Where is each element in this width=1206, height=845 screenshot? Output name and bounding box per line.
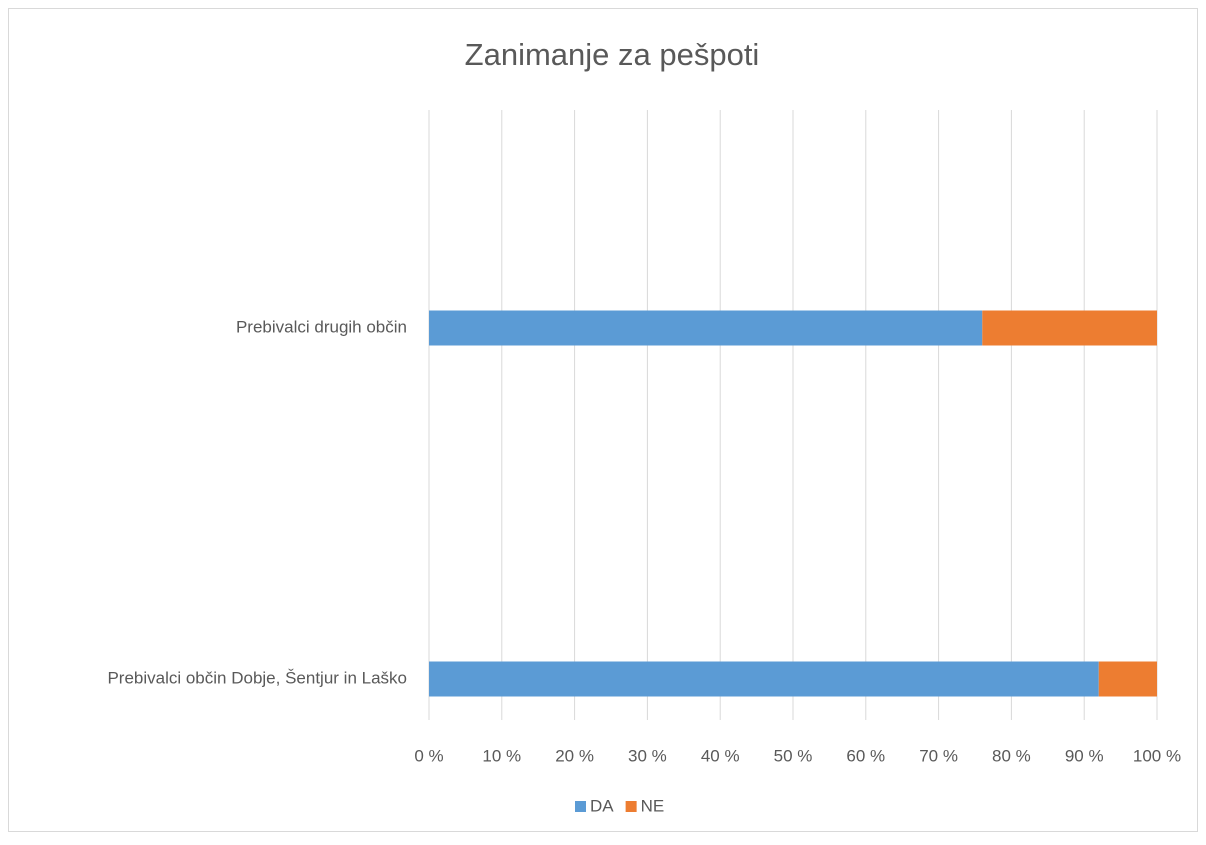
x-tick-label: 70 % — [919, 746, 958, 765]
x-tick-label: 50 % — [774, 746, 813, 765]
x-tick-label: 20 % — [555, 746, 594, 765]
x-tick-label: 0 % — [414, 746, 443, 765]
bar-segment — [429, 661, 1099, 697]
y-tick-label: Prebivalci občin Dobje, Šentjur in Laško — [107, 668, 407, 687]
x-tick-label: 40 % — [701, 746, 740, 765]
chart-border — [8, 8, 1198, 832]
chart-title: Zanimanje za pešpoti — [465, 37, 760, 72]
legend-swatch — [625, 801, 637, 812]
legend-label: NE — [641, 796, 665, 815]
bar-segment — [1098, 661, 1157, 697]
bar-segment — [429, 310, 983, 346]
legend-label: DA — [590, 796, 614, 815]
legend-swatch — [575, 801, 586, 812]
x-tick-label: 90 % — [1065, 746, 1104, 765]
x-tick-label: 100 % — [1133, 746, 1181, 765]
x-tick-label: 10 % — [482, 746, 521, 765]
y-tick-label: Prebivalci drugih občin — [236, 317, 407, 336]
bar-segment — [982, 310, 1157, 346]
x-tick-label: 60 % — [846, 746, 885, 765]
x-tick-label: 80 % — [992, 746, 1031, 765]
x-tick-label: 30 % — [628, 746, 667, 765]
